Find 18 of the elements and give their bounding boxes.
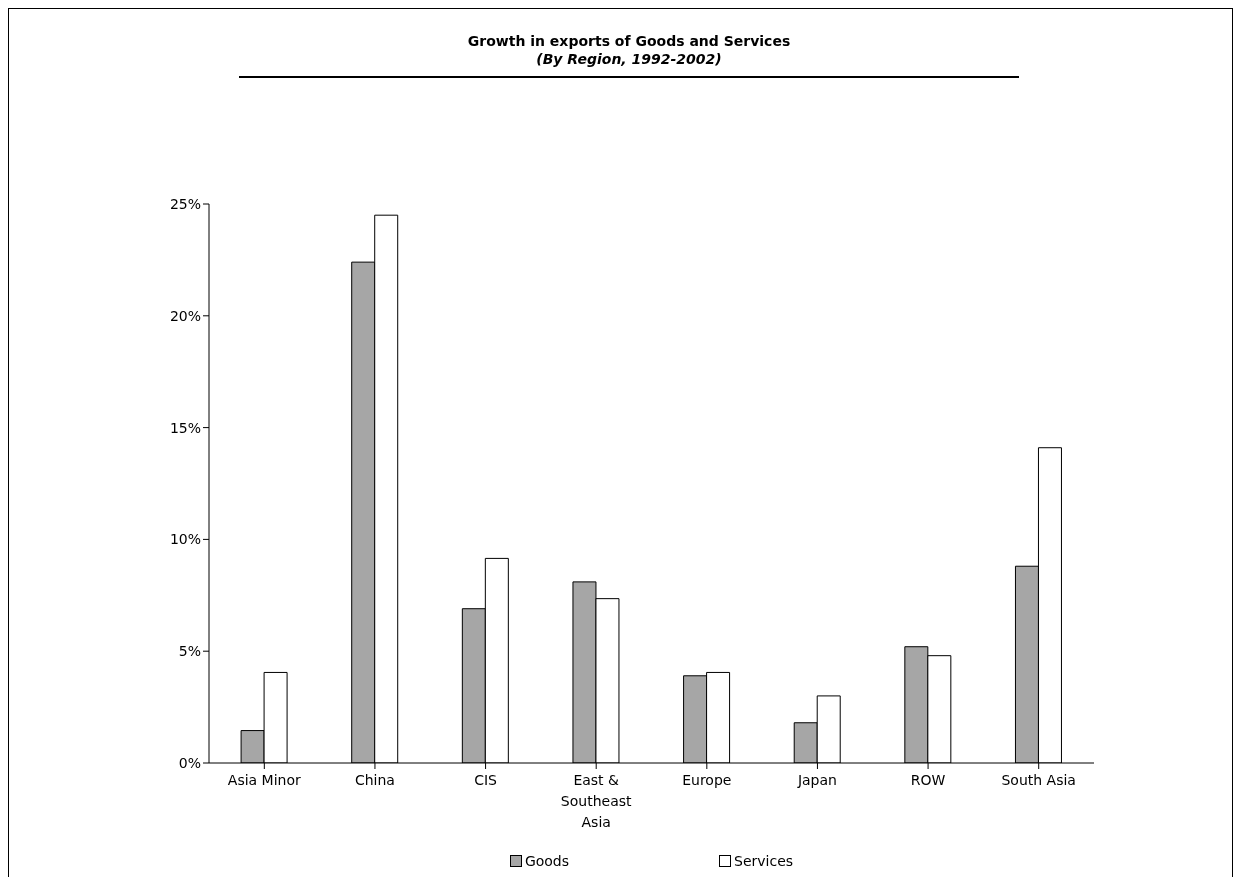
y-tick-label: 15% bbox=[169, 419, 201, 436]
x-tick-label: East & Southeast Asia bbox=[560, 772, 633, 830]
x-tick-label: Japan bbox=[796, 772, 837, 788]
x-tick-label: China bbox=[354, 772, 395, 788]
y-tick-label: 10% bbox=[169, 531, 201, 548]
x-tick-label: CIS bbox=[474, 772, 498, 788]
x-tick-label: South Asia bbox=[1001, 772, 1076, 788]
chart-title: Growth in exports of Goods and Services bbox=[466, 33, 792, 49]
y-tick-label: 5% bbox=[178, 643, 201, 660]
x-tick-label: Asia Minor bbox=[227, 772, 302, 788]
y-tick-label: 25% bbox=[169, 195, 201, 212]
legend-label: Services bbox=[733, 853, 794, 869]
x-tick-label: Europe bbox=[682, 772, 732, 788]
y-tick-label: 0% bbox=[178, 754, 201, 771]
y-tick-label: 20% bbox=[169, 307, 201, 324]
chart-subtitle: (By Region, 1992-2002) bbox=[535, 51, 723, 67]
x-tick-label: ROW bbox=[910, 772, 946, 788]
legend-label: Goods bbox=[523, 853, 570, 869]
